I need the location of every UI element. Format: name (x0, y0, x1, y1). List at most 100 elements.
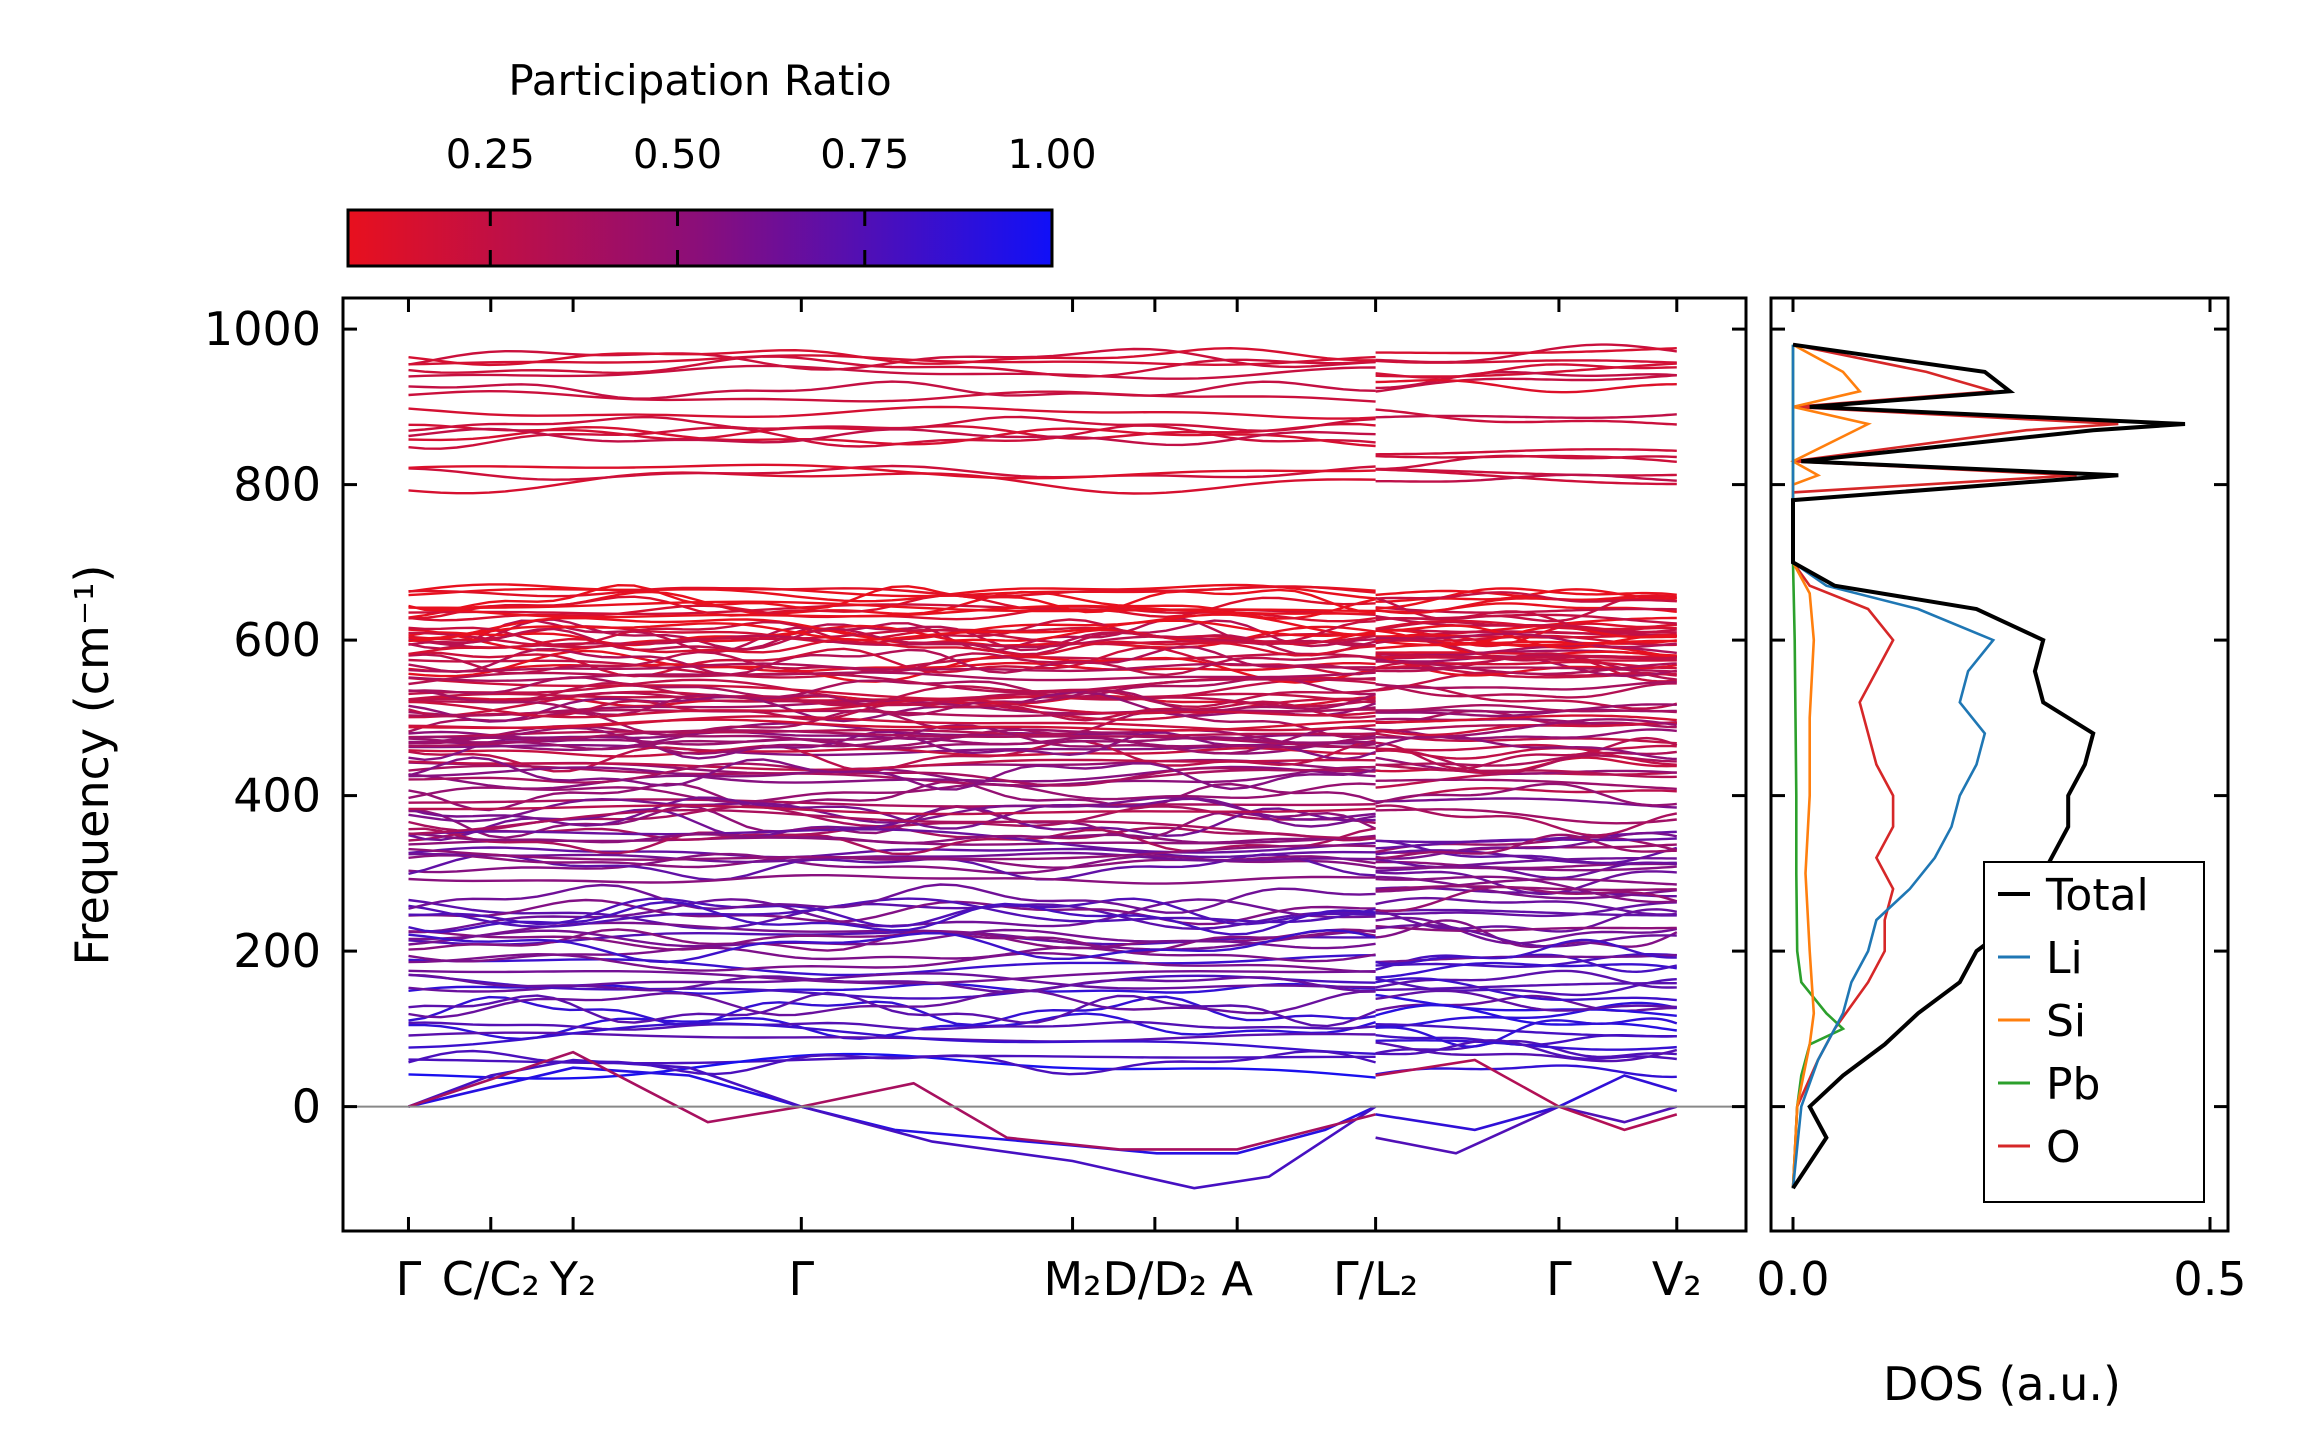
phonon-band (1375, 613, 1677, 625)
phonon-band (408, 728, 1376, 739)
phonon-band (408, 600, 1376, 613)
legend-label: Si (2046, 996, 2086, 1047)
phonon-band (408, 951, 1376, 973)
phonon-band (408, 355, 1376, 378)
phonon-band (408, 741, 1376, 757)
phonon-band (408, 846, 1376, 859)
y-tick-label: 400 (233, 769, 321, 823)
x-tick-label: Γ/L₂ (1333, 1252, 1418, 1306)
phonon-band (1375, 468, 1677, 477)
band-y-axis-label: Frequency (cm⁻¹) (65, 565, 119, 966)
phonon-band (408, 828, 1376, 854)
phonon-band (408, 796, 1376, 830)
legend-label: Total (2045, 870, 2149, 921)
phonon-band (408, 832, 1376, 845)
phonon-band (408, 389, 1376, 403)
phonon-band (408, 900, 1376, 936)
phonon-band (408, 427, 1376, 447)
phonon-band (1375, 619, 1677, 631)
phonon-band (408, 604, 1376, 619)
phonon-band (1375, 652, 1677, 661)
phonon-band (408, 782, 1376, 804)
phonon-band (408, 1022, 1376, 1055)
phonon-band (408, 583, 1376, 603)
phonon-band (1375, 743, 1677, 766)
dos-curve-li (1791, 344, 1996, 1189)
dos-legend: Total Li Si Pb O (1983, 861, 2205, 1203)
phonon-band (408, 583, 1376, 614)
phonon-band (408, 736, 1376, 751)
phonon-band (1375, 833, 1677, 860)
dos-curve-o (1791, 343, 2119, 1189)
dos-plot-frame (1769, 296, 2230, 1233)
phonon-band (1375, 1039, 1677, 1059)
phonon-band (408, 425, 1376, 448)
phonon-band (1375, 721, 1677, 737)
colorbar-tick-label: 1.00 (1007, 132, 1096, 178)
phonon-band (1375, 374, 1677, 393)
phonon-band (1375, 782, 1677, 807)
x-tick-label: C/C₂ (442, 1252, 540, 1306)
band-plot: 0 200 400 600 800 1000 Γ C/C₂ Y₂ Γ M₂ D/D₂ A Γ/L₂ Γ V₂… (65, 296, 1748, 1306)
legend-label: O (2046, 1122, 2081, 1173)
phonon-band (1375, 993, 1677, 1017)
dos-x-axis-label: DOS (a.u.) (1883, 1357, 2121, 1411)
colorbar-title: Participation Ratio (508, 56, 891, 105)
phonon-band (408, 698, 1376, 719)
phonon-band (1375, 468, 1677, 486)
phonon-band (408, 619, 1376, 643)
phonon-band (408, 825, 1376, 842)
phonon-band (1375, 870, 1677, 896)
colorbar-gradient (346, 208, 1054, 268)
band-lines (408, 343, 1678, 1190)
phonon-band (408, 1012, 1376, 1041)
phonon-band (1375, 924, 1677, 932)
phonon-band (408, 991, 1377, 1028)
phonon-band (408, 765, 1376, 790)
phonon-band (408, 844, 1376, 861)
phonon-band (1375, 875, 1677, 904)
phonon-band (1375, 587, 1677, 610)
phonon-band (1375, 622, 1677, 648)
phonon-band (1375, 744, 1677, 760)
phonon-band (408, 354, 1376, 367)
phonon-band (408, 973, 1376, 994)
phonon-band (1375, 591, 1677, 603)
phonon-band (408, 969, 1376, 985)
phonon-band (1375, 408, 1677, 426)
phonon-band (1375, 778, 1677, 791)
phonon-band (1375, 606, 1677, 614)
legend-label: Pb (2046, 1059, 2100, 1110)
dos-x-tick-label: 0.0 (1756, 1252, 1829, 1306)
phonon-band (1375, 448, 1677, 456)
phonon-band (408, 662, 1376, 673)
phonon-band (1375, 660, 1677, 676)
phonon-band (408, 637, 1376, 657)
y-tick-label: 600 (233, 613, 321, 667)
x-tick-label: A (1221, 1252, 1253, 1306)
phonon-band (408, 796, 1376, 824)
phonon-band (1375, 594, 1677, 615)
phonon-band (1375, 938, 1677, 966)
phonon-band (1375, 624, 1677, 650)
y-tick-label: 200 (233, 924, 321, 978)
phonon-band (408, 1052, 1376, 1080)
x-tick-label: Γ (396, 1252, 422, 1306)
phonon-band (1375, 363, 1677, 380)
phonon-band (408, 931, 1376, 946)
phonon-band (408, 364, 1376, 380)
phonon-band (1375, 919, 1678, 949)
phonon-band (1375, 908, 1677, 917)
phonon-band (408, 780, 1376, 812)
phonon-band (1375, 885, 1678, 913)
phonon-band (408, 758, 1376, 772)
phonon-band (1375, 865, 1677, 872)
phonon-band (408, 995, 1376, 1027)
phonon-band (408, 898, 1376, 931)
phonon-band (1375, 831, 1678, 860)
phonon-band (408, 874, 1376, 885)
phonon-band (1375, 1001, 1678, 1028)
phonon-band (408, 756, 1376, 791)
legend-label: Li (2046, 933, 2083, 984)
phonon-band (1375, 953, 1677, 968)
